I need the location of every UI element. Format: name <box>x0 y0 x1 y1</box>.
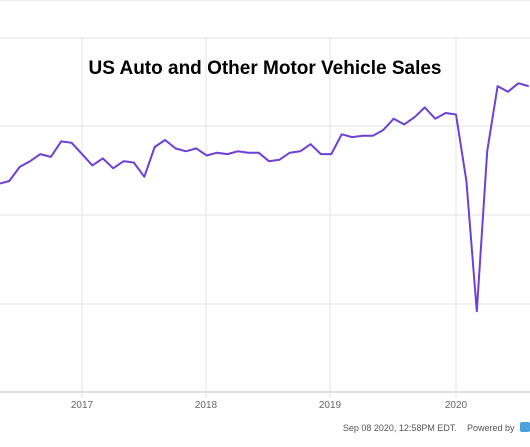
footer-timestamp: Sep 08 2020, 12:58PM EDT. <box>343 423 457 433</box>
x-axis-tick-labels: 2017 2018 2019 2020 <box>71 400 468 411</box>
x-tick-label: 2017 <box>71 400 94 411</box>
x-tick-label: 2019 <box>319 400 342 411</box>
x-tick-label: 2020 <box>445 400 468 411</box>
chart-title: US Auto and Other Motor Vehicle Sales <box>0 58 530 80</box>
x-tick-label: 2018 <box>195 400 218 411</box>
series-lines <box>0 83 529 311</box>
ycharts-logo-icon <box>520 422 530 432</box>
footer-powered-by: Powered by <box>467 423 515 433</box>
chart-footer: Sep 08 2020, 12:58PM EDT. Powered by <box>0 422 530 433</box>
series-line <box>0 83 529 311</box>
